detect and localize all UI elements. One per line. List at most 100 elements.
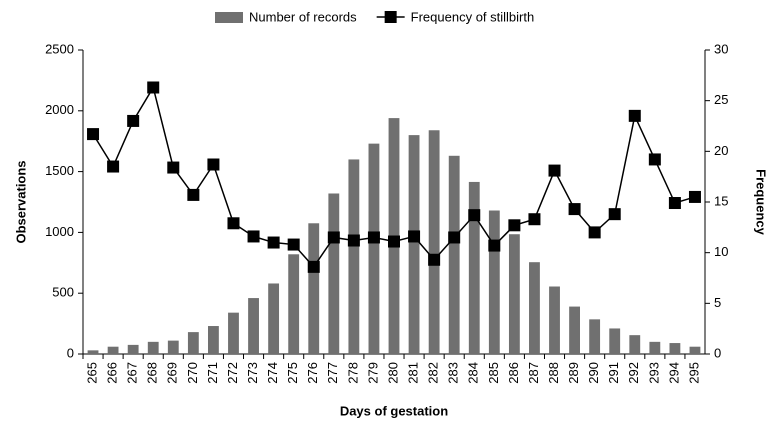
bar [689,346,701,354]
bar [187,332,199,354]
x-tick-label: 279 [365,362,380,384]
x-tick-label: 276 [305,362,320,384]
marker [87,128,100,141]
x-tick-label: 266 [105,362,120,384]
y-tick-label: 1000 [45,224,74,239]
marker [508,219,521,232]
x-tick-label: 292 [626,362,641,384]
x-tick-label: 282 [426,362,441,384]
legend-marker [384,11,397,23]
marker [648,153,661,166]
marker [247,230,260,243]
y2-tick-label: 5 [714,295,721,310]
marker [548,164,561,177]
bar [107,346,119,354]
marker [107,160,120,173]
bar [308,223,320,354]
marker [528,213,541,226]
x-tick-label: 283 [446,362,461,384]
x-tick-label: 281 [406,362,421,384]
x-tick-label: 294 [666,362,681,384]
bar [228,312,239,354]
y-tick-label: 1500 [45,163,74,178]
x-axis-label: Days of gestation [340,403,448,418]
marker [588,226,601,239]
marker [227,217,240,230]
marker [468,209,481,222]
x-tick-label: 275 [285,362,300,384]
marker [608,208,621,221]
x-tick-label: 285 [486,362,501,384]
bar [248,298,259,354]
x-tick-label: 280 [385,362,400,384]
x-tick-label: 290 [586,362,601,384]
y2-tick-label: 25 [714,92,728,107]
x-tick-label: 269 [165,362,180,384]
bar [127,344,139,354]
bar [609,328,621,354]
x-tick-label: 267 [125,362,140,384]
marker [688,190,701,203]
x-tick-label: 293 [646,362,661,384]
marker [267,236,280,249]
bar [288,254,300,354]
x-tick-label: 287 [526,362,541,384]
x-tick-label: 288 [546,362,561,384]
bar [448,155,460,354]
marker [388,235,400,248]
marker [207,158,220,171]
marker [147,81,160,94]
y-tick-label: 0 [67,345,74,360]
y2-axis-label: Frequency [754,169,768,236]
bar [208,326,219,354]
bar [87,350,99,354]
marker [628,109,641,122]
marker [287,238,300,251]
marker [307,260,320,273]
marker [568,203,581,216]
y-tick-label: 2500 [45,41,74,56]
legend-label: Number of records [249,9,357,24]
bar [368,143,380,354]
y-axis-label: Observations [13,160,28,243]
y2-tick-label: 15 [714,193,728,208]
x-tick-label: 284 [466,362,481,384]
marker [327,231,340,244]
y-tick-label: 500 [52,285,74,300]
bar [428,130,440,354]
bar [529,262,540,354]
x-tick-label: 286 [506,362,521,384]
marker [167,161,180,174]
marker [367,231,380,244]
legend-label: Frequency of stillbirth [411,9,535,24]
x-tick-label: 295 [686,362,701,384]
bar [268,283,280,354]
marker [448,231,461,244]
legend-swatch [215,12,243,23]
bar [629,335,641,354]
bar [549,286,560,354]
x-tick-label: 277 [325,362,340,384]
marker [428,253,441,266]
x-tick-label: 273 [245,362,260,384]
x-tick-label: 270 [185,362,200,384]
bar [348,159,360,354]
marker [668,197,681,210]
bar [328,193,340,354]
x-tick-label: 274 [265,362,280,384]
y2-tick-label: 20 [714,143,728,158]
x-tick-label: 268 [145,362,160,384]
bar [669,343,681,354]
bar [167,340,179,354]
bar [589,319,601,354]
marker [187,188,200,201]
marker [488,239,501,252]
bar [147,341,159,354]
y-tick-label: 2000 [45,102,74,117]
x-tick-label: 271 [205,362,220,384]
y2-tick-label: 10 [714,244,728,259]
bar [569,306,580,354]
x-tick-label: 289 [566,362,581,384]
bar [468,181,480,354]
